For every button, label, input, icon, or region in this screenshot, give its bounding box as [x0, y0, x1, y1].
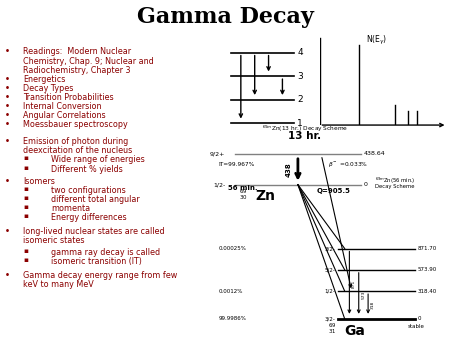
Text: •: •: [4, 102, 10, 111]
Text: •: •: [4, 75, 10, 84]
Text: Transition Probabilities: Transition Probabilities: [23, 93, 114, 102]
Text: 318: 318: [371, 301, 375, 309]
Text: •: •: [4, 137, 10, 146]
Text: 56 min.: 56 min.: [228, 185, 257, 191]
Text: •: •: [4, 227, 10, 236]
Text: 3/2-: 3/2-: [324, 246, 335, 251]
Text: two configurations: two configurations: [51, 186, 126, 195]
Text: 0: 0: [364, 182, 367, 187]
Text: Readings:  Modern Nuclear: Readings: Modern Nuclear: [23, 48, 131, 56]
Text: Different % yields: Different % yields: [51, 165, 123, 174]
Text: •: •: [4, 121, 10, 129]
Text: Q=905.5: Q=905.5: [317, 188, 351, 194]
Text: 871.70: 871.70: [417, 246, 436, 251]
Text: 438.64: 438.64: [364, 151, 385, 156]
Text: Moessbauer spectroscopy: Moessbauer spectroscopy: [23, 121, 128, 129]
Text: Radiochemistry, Chapter 3: Radiochemistry, Chapter 3: [23, 66, 131, 75]
Text: 573: 573: [361, 290, 365, 298]
Text: momenta: momenta: [51, 204, 90, 213]
Text: Ga: Ga: [345, 324, 365, 338]
Text: gamma ray decay is called: gamma ray decay is called: [51, 248, 161, 257]
Text: •: •: [4, 93, 10, 102]
Text: •: •: [4, 48, 10, 56]
Text: stable: stable: [408, 324, 425, 329]
Text: 3/2-: 3/2-: [324, 316, 335, 321]
Text: ▪: ▪: [23, 248, 28, 254]
Text: different total angular: different total angular: [51, 195, 140, 204]
Text: 2: 2: [297, 95, 303, 104]
Text: $^{69m}$Zn(56 min.): $^{69m}$Zn(56 min.): [375, 175, 416, 186]
Text: Decay Types: Decay Types: [23, 84, 74, 93]
Text: Isomers: Isomers: [23, 177, 55, 186]
Text: ▪: ▪: [23, 165, 28, 171]
Text: 318.40: 318.40: [417, 289, 436, 294]
Text: 871: 871: [352, 280, 356, 288]
Text: Chemistry, Chap. 9; Nuclear and: Chemistry, Chap. 9; Nuclear and: [23, 57, 154, 66]
Text: Internal Conversion: Internal Conversion: [23, 102, 102, 111]
Text: $^{69m}$Zn(13 hr.) Decay Scheme: $^{69m}$Zn(13 hr.) Decay Scheme: [262, 123, 348, 134]
Text: isomeric transition (IT): isomeric transition (IT): [51, 258, 142, 266]
Text: isomeric states: isomeric states: [23, 236, 85, 245]
Text: 0: 0: [417, 316, 421, 321]
Text: 4: 4: [297, 48, 303, 57]
Text: Energy differences: Energy differences: [51, 213, 127, 222]
Text: deexcitation of the nucleus: deexcitation of the nucleus: [23, 146, 133, 155]
Text: ▪: ▪: [23, 204, 28, 210]
Text: 1: 1: [297, 119, 303, 128]
Text: 99.9986%: 99.9986%: [218, 316, 246, 321]
Text: ▪: ▪: [23, 258, 28, 263]
Text: $^{69}_{31}$: $^{69}_{31}$: [328, 321, 337, 336]
Text: $\beta^-$ =0.033%: $\beta^-$ =0.033%: [328, 160, 369, 169]
Text: ▪: ▪: [23, 213, 28, 219]
Text: 1/2-: 1/2-: [213, 182, 225, 187]
Text: $^{69}_{30}$: $^{69}_{30}$: [239, 187, 248, 201]
Text: 0.00025%: 0.00025%: [218, 246, 246, 251]
Text: 3: 3: [297, 72, 303, 81]
Text: N(E$_\gamma$): N(E$_\gamma$): [366, 34, 387, 47]
Text: keV to many MeV: keV to many MeV: [23, 280, 94, 289]
Text: 438: 438: [286, 162, 292, 177]
Text: Energetics: Energetics: [23, 75, 66, 84]
Text: 573.90: 573.90: [417, 267, 436, 272]
Text: long-lived nuclear states are called: long-lived nuclear states are called: [23, 227, 165, 236]
Text: ▪: ▪: [23, 155, 28, 162]
Text: 0.0012%: 0.0012%: [218, 289, 243, 294]
Text: Gamma Decay: Gamma Decay: [136, 6, 314, 28]
Text: Angular Correlations: Angular Correlations: [23, 112, 106, 120]
Text: 5/2-: 5/2-: [324, 267, 335, 272]
Text: •: •: [4, 112, 10, 120]
Text: 13 hr.: 13 hr.: [288, 131, 321, 141]
Text: Emission of photon during: Emission of photon during: [23, 137, 129, 146]
Text: 1/2-: 1/2-: [324, 289, 335, 294]
Text: 9/2+: 9/2+: [210, 151, 225, 156]
Text: ▪: ▪: [23, 186, 28, 192]
Text: •: •: [4, 271, 10, 280]
Text: •: •: [4, 177, 10, 186]
Text: Zn: Zn: [256, 189, 276, 202]
Text: Decay Scheme: Decay Scheme: [375, 184, 414, 189]
Text: Wide range of energies: Wide range of energies: [51, 155, 145, 165]
Text: ▪: ▪: [23, 195, 28, 201]
Text: •: •: [4, 84, 10, 93]
Text: IT=99.967%: IT=99.967%: [218, 162, 255, 167]
Text: Gamma decay energy range from few: Gamma decay energy range from few: [23, 271, 178, 280]
